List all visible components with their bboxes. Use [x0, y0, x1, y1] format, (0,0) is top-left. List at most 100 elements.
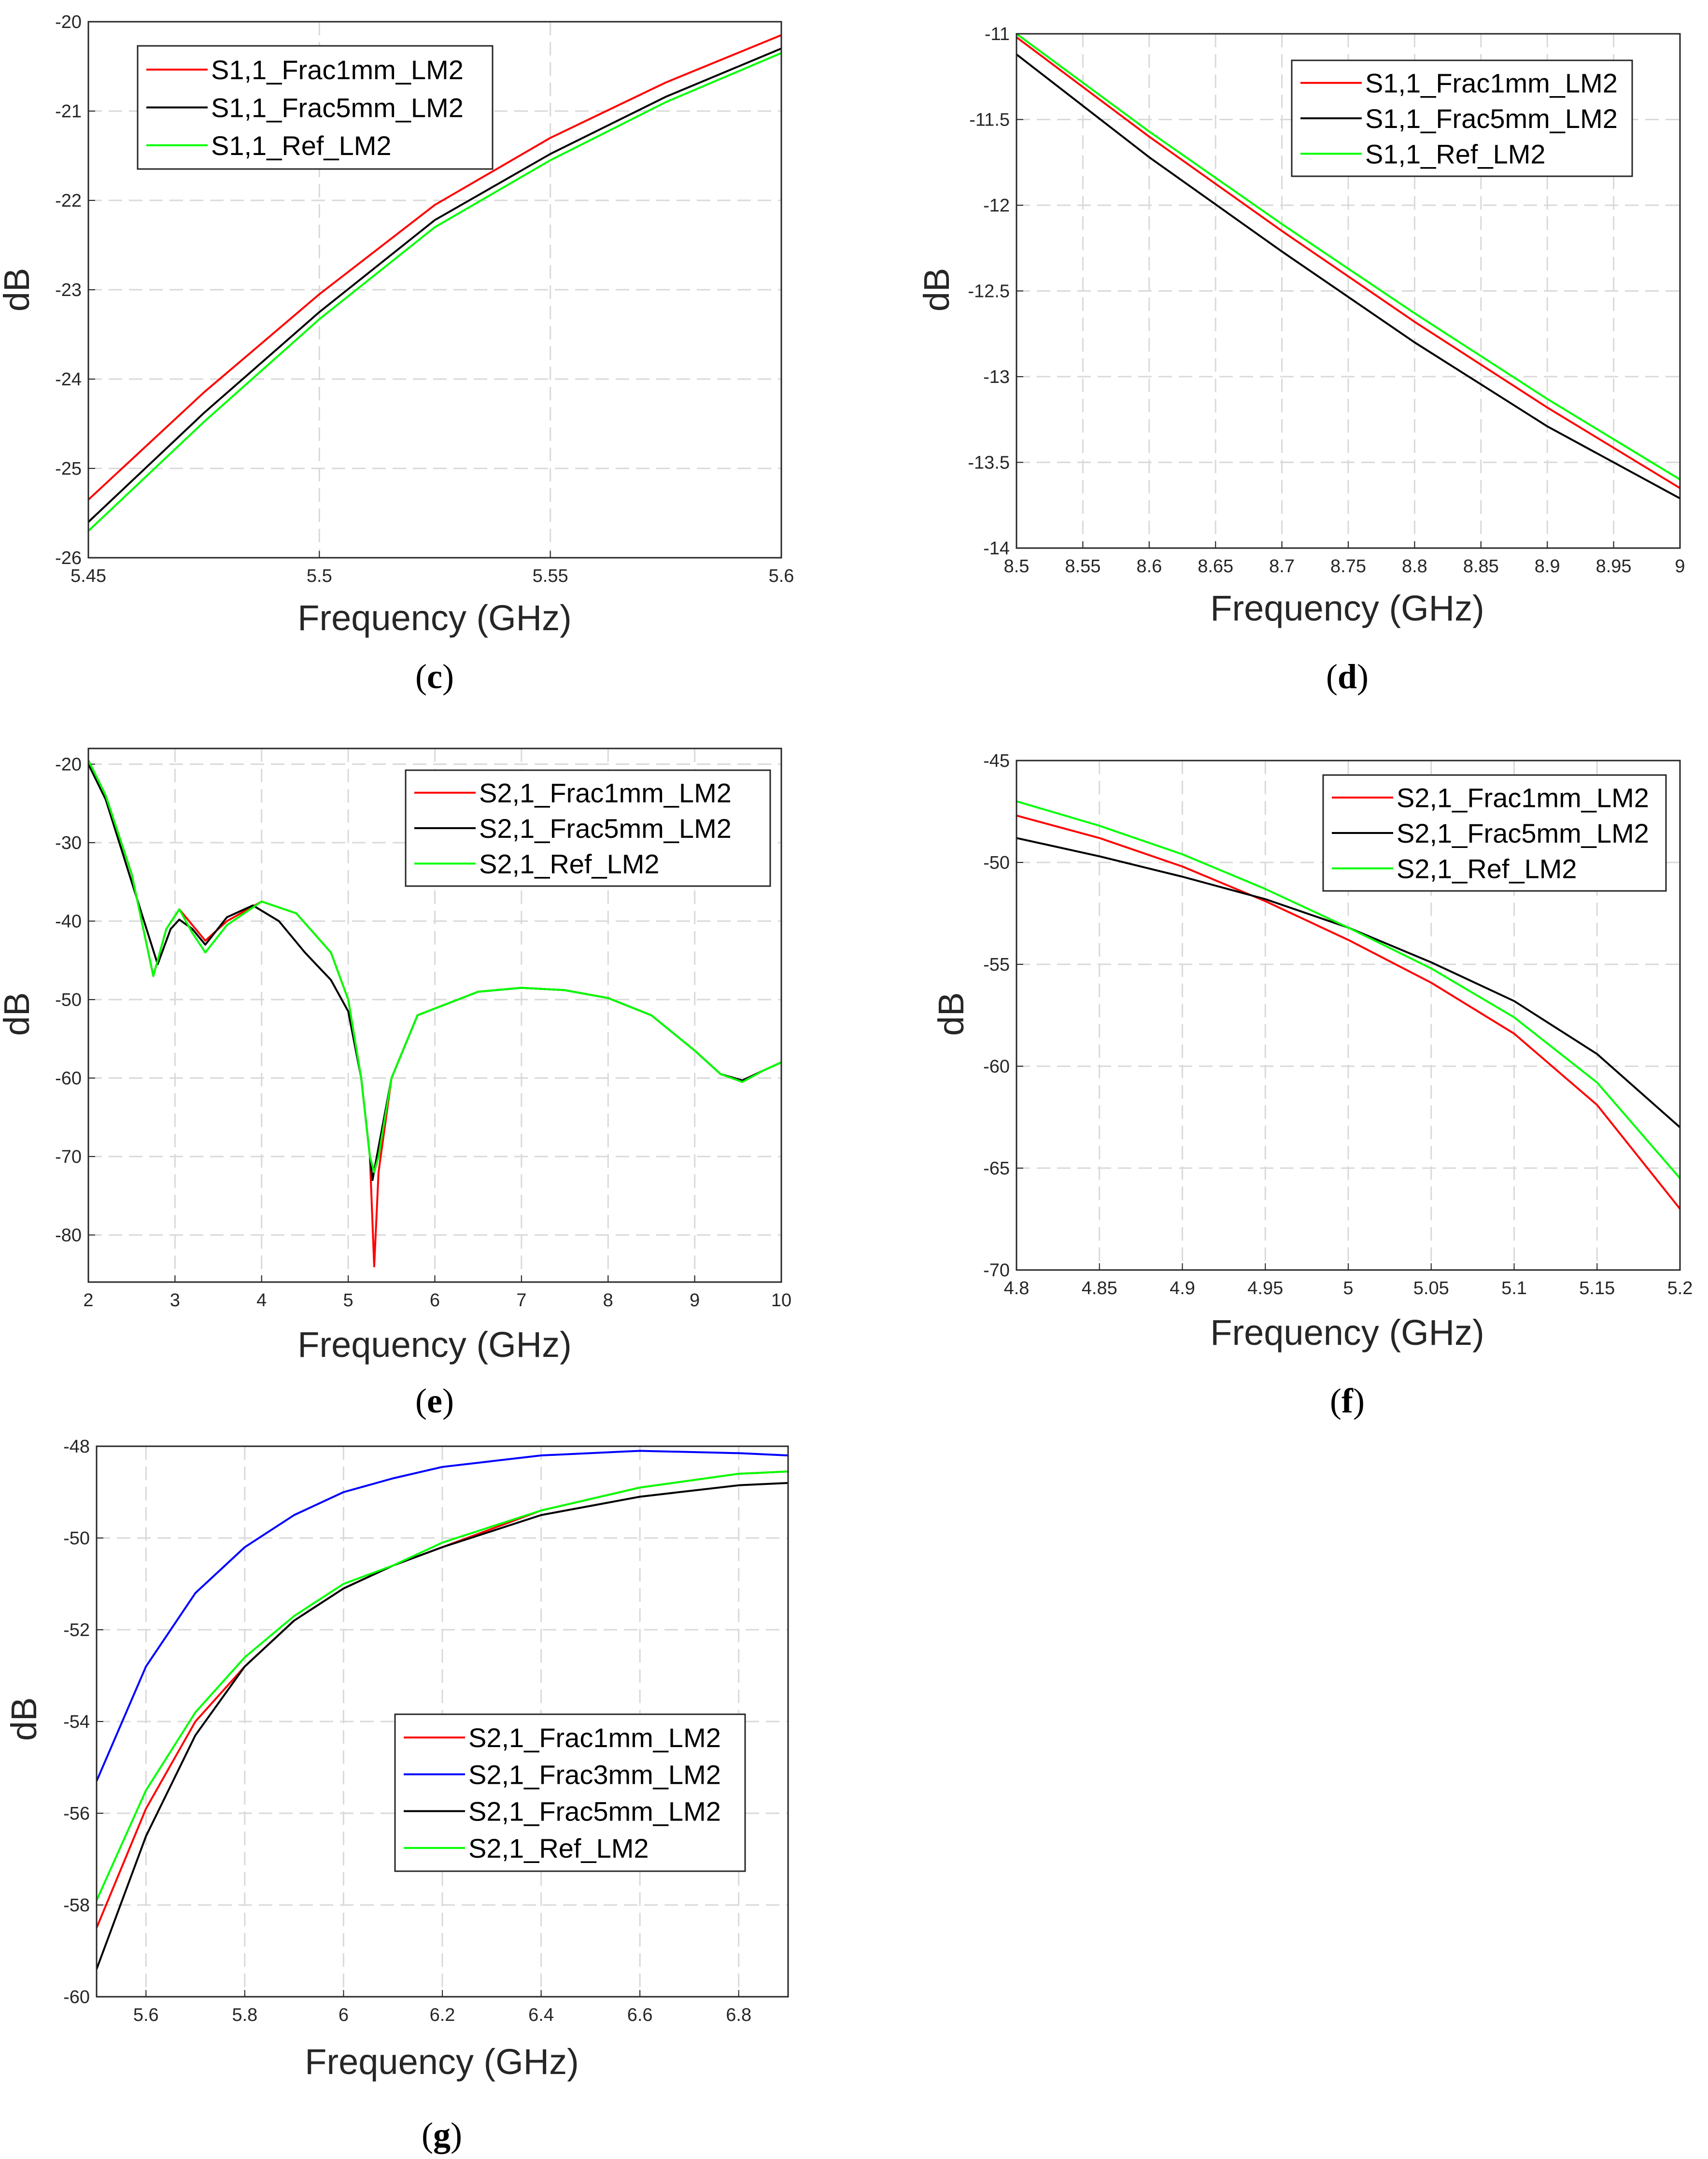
- y-tick-label: -70: [983, 1260, 1010, 1281]
- axes-box: [1016, 760, 1681, 1271]
- legend-label: S2,1_Frac1mm_LM2: [1397, 783, 1649, 813]
- y-axis-label: dB: [0, 992, 37, 1036]
- legend-label: S2,1_Ref_LM2: [468, 1833, 649, 1863]
- x-tick-label: 8.75: [1330, 556, 1366, 577]
- axes-box: [96, 1445, 789, 1998]
- x-tick-label: 7: [516, 1290, 526, 1311]
- y-tick-label: -48: [63, 1437, 90, 1457]
- y-tick-label: -12: [983, 196, 1010, 216]
- x-tick-label: 5: [343, 1290, 353, 1311]
- y-axis-label: dB: [917, 268, 957, 312]
- legend-label: S2,1_Frac5mm_LM2: [479, 813, 732, 844]
- legend-label: S2,1_Ref_LM2: [1397, 853, 1577, 884]
- y-tick-label: -24: [55, 369, 82, 390]
- y-tick-label: -23: [55, 280, 82, 300]
- panel-caption: (f): [1330, 1382, 1365, 1420]
- series-line-green: [88, 52, 781, 532]
- y-axis-label: dB: [931, 992, 971, 1036]
- y-axis-label: dB: [0, 268, 37, 312]
- caption-close-paren: ): [442, 1382, 454, 1420]
- caption-close-paren: ): [1353, 1382, 1365, 1420]
- panel-caption: (c): [415, 657, 454, 696]
- x-tick-label: 8.5: [1004, 556, 1030, 577]
- legend: S1,1_Frac1mm_LM2 S1,1_Frac5mm_LM2 S1,1_Ref…: [1291, 59, 1633, 177]
- x-tick-label: 8.6: [1136, 556, 1162, 577]
- chart-f: 4.8 4.85 4.9 4.95 5 5.05 5.1 5.15 5.2 -45 -50 -55 -6…: [931, 751, 1693, 1420]
- chart-e: 2 3 4 5 6 7 8 9 10 -20 -30 -40 -50 -60 -70 -80 S2,1_Frac…: [0, 748, 791, 1420]
- x-tick-label: 8.9: [1535, 556, 1560, 577]
- x-tick-label: 4.85: [1082, 1278, 1117, 1298]
- x-tick-label: 6: [430, 1290, 440, 1311]
- legend-label: S1,1_Ref_LM2: [1365, 139, 1546, 169]
- x-tick-label: 5.45: [71, 566, 106, 586]
- series-line-black: [1016, 54, 1680, 499]
- x-tick-label: 8.85: [1463, 556, 1499, 577]
- x-tick-label: 5.8: [232, 2005, 257, 2025]
- x-tick-label: 5.6: [133, 2005, 159, 2025]
- legend-label: S1,1_Frac5mm_LM2: [211, 93, 464, 123]
- x-axis-label: Frequency (GHz): [305, 2042, 579, 2082]
- axes-box: [87, 748, 782, 1283]
- y-tick-label: -45: [983, 751, 1010, 771]
- x-tick-label: 8.65: [1198, 556, 1233, 577]
- x-tick-label: 4.9: [1170, 1278, 1195, 1298]
- y-tick-label: -20: [55, 12, 82, 32]
- legend-label: S2,1_Frac1mm_LM2: [479, 778, 732, 808]
- y-tick-label: -56: [63, 1804, 90, 1824]
- y-tick-label: -12.5: [968, 282, 1010, 302]
- y-tick-label: -40: [55, 912, 82, 932]
- y-tick-label: -13.5: [968, 453, 1010, 473]
- series-line-red: [88, 34, 781, 501]
- caption-letter: f: [1341, 1382, 1354, 1420]
- y-tick-label: -60: [55, 1069, 82, 1089]
- x-tick-label: 8.95: [1596, 556, 1632, 577]
- caption-close-paren: ): [451, 2116, 462, 2154]
- x-tick-label: 4: [256, 1290, 267, 1311]
- caption-close-paren: ): [442, 657, 454, 696]
- legend-label: S1,1_Frac5mm_LM2: [1365, 103, 1618, 134]
- y-tick-label: -26: [55, 548, 82, 568]
- y-tick-label: -60: [63, 1987, 90, 2007]
- y-tick-label: -55: [983, 955, 1010, 975]
- x-tick-label: 9: [1675, 556, 1685, 577]
- y-axis-label: dB: [4, 1697, 44, 1741]
- y-tick-label: -65: [983, 1158, 1010, 1179]
- legend-label: S2,1_Frac3mm_LM2: [468, 1759, 721, 1790]
- x-tick-label: 6.8: [726, 2005, 751, 2025]
- y-tick-label: -30: [55, 833, 82, 853]
- x-tick-label: 8: [603, 1290, 613, 1311]
- chart-c: 5.45 5.5 5.55 5.6 -20 -21 -22 -23 -24 -25 -26 S1,1_…: [0, 12, 794, 696]
- series-line-green: [88, 760, 781, 1173]
- x-tick-label: 8.8: [1402, 556, 1427, 577]
- x-tick-label: 5.5: [307, 566, 332, 586]
- x-tick-label: 5.15: [1579, 1278, 1615, 1298]
- series-line-red: [1016, 36, 1680, 489]
- x-tick-label: 10: [771, 1290, 791, 1311]
- legend-label: S2,1_Frac5mm_LM2: [468, 1796, 721, 1827]
- x-axis-label: Frequency (GHz): [1210, 1312, 1484, 1353]
- y-tick-label: -20: [55, 755, 82, 775]
- caption-close-paren: ): [1357, 657, 1369, 696]
- legend-label: S1,1_Frac1mm_LM2: [211, 55, 464, 85]
- legend-label: S1,1_Ref_LM2: [211, 130, 392, 161]
- y-tick-label: -50: [983, 853, 1010, 873]
- legend-label: S1,1_Frac1mm_LM2: [1365, 68, 1618, 99]
- y-tick-label: -21: [55, 101, 82, 122]
- axes-box: [87, 21, 782, 559]
- x-axis-label: Frequency (GHz): [297, 598, 571, 638]
- y-tick-label: -14: [983, 538, 1010, 559]
- caption-letter: e: [427, 1382, 442, 1420]
- x-tick-label: 8.55: [1065, 556, 1101, 577]
- caption-open-paren: (: [415, 657, 427, 696]
- legend: S1,1_Frac1mm_LM2 S1,1_Frac5mm_LM2 S1,1_Ref…: [137, 45, 494, 170]
- series-line-green: [1016, 800, 1680, 1179]
- caption-letter: g: [433, 2116, 451, 2154]
- legend: S2,1_Frac1mm_LM2 S2,1_Frac5mm_LM2 S2,1_Ref…: [405, 769, 771, 887]
- legend-label: S2,1_Ref_LM2: [479, 848, 660, 879]
- x-tick-label: 9: [690, 1290, 700, 1311]
- x-axis-label: Frequency (GHz): [297, 1325, 571, 1365]
- series-line-black: [97, 1482, 788, 1970]
- caption-open-paren: (: [1326, 657, 1338, 696]
- y-tick-label: -54: [63, 1712, 90, 1732]
